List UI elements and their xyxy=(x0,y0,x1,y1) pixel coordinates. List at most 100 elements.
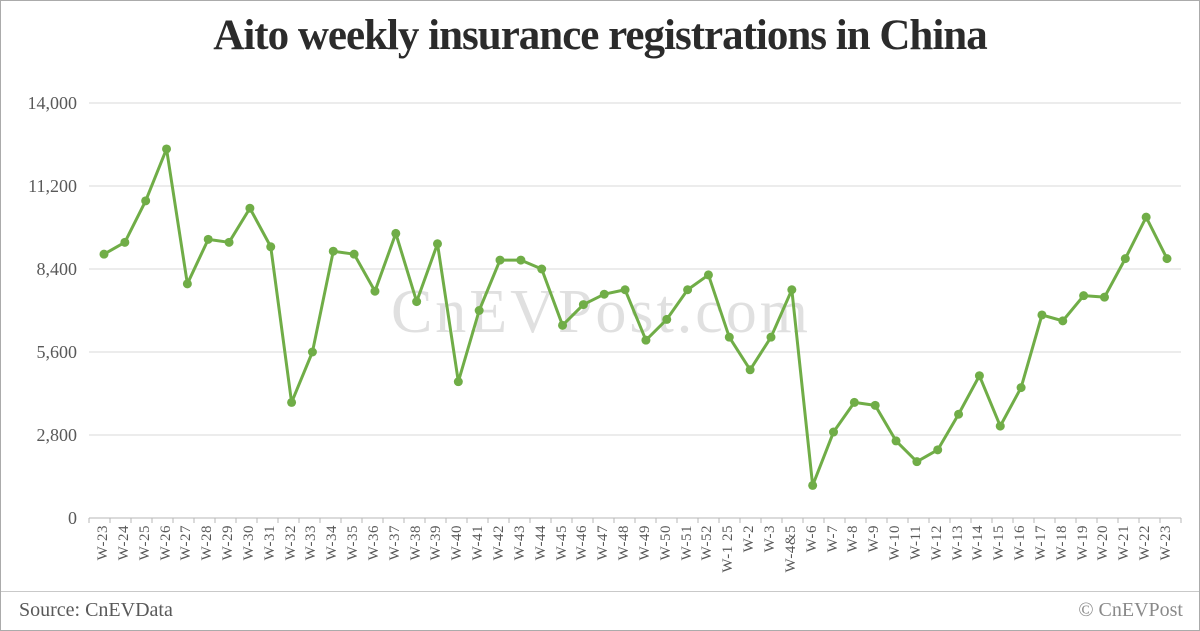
data-point xyxy=(933,445,943,455)
x-axis-label: W-22 xyxy=(1137,525,1154,561)
x-axis-label: W-3 xyxy=(761,525,778,553)
data-point xyxy=(99,249,109,259)
x-axis-label: W-36 xyxy=(365,525,382,561)
x-axis-label: W-13 xyxy=(949,525,966,561)
y-axis-label: 2,800 xyxy=(36,425,78,445)
data-point xyxy=(287,397,297,407)
series-polyline xyxy=(102,147,1169,487)
x-axis-label: W-32 xyxy=(282,525,299,561)
x-axis-label: W-39 xyxy=(428,525,445,561)
data-point xyxy=(641,335,651,345)
gridlines xyxy=(89,102,1181,436)
data-point xyxy=(787,285,797,295)
x-axis-label: W-18 xyxy=(1053,525,1070,561)
data-point xyxy=(1058,316,1068,326)
x-axis-label: W-51 xyxy=(678,525,695,561)
x-axis-label: W-40 xyxy=(449,525,466,561)
data-point xyxy=(849,397,859,407)
x-axis-label: W-7 xyxy=(824,525,841,553)
x-axis-label: W-30 xyxy=(240,525,257,561)
y-axis-label: 11,200 xyxy=(28,176,77,196)
x-axis-label: W-11 xyxy=(907,525,924,560)
data-point xyxy=(808,480,818,490)
data-point xyxy=(1037,310,1047,320)
x-axis-label: W-41 xyxy=(470,525,487,561)
data-point xyxy=(370,286,380,296)
data-point xyxy=(558,320,568,330)
data-point xyxy=(516,255,526,265)
data-point xyxy=(995,421,1005,431)
data-point xyxy=(620,285,630,295)
x-axis-label: W-34 xyxy=(324,525,341,561)
data-point xyxy=(182,279,192,289)
x-axis-label: W-6 xyxy=(803,525,820,553)
x-axis-label: W-23 xyxy=(95,525,111,561)
y-axis-label: 5,600 xyxy=(36,342,78,362)
x-axis-label: W-24 xyxy=(115,525,132,561)
data-point xyxy=(224,237,234,247)
copyright-label: © CnEVPost xyxy=(1078,599,1183,621)
data-point xyxy=(391,228,401,238)
data-point xyxy=(599,289,609,299)
x-axis-label: W-29 xyxy=(220,525,237,561)
data-point xyxy=(745,365,755,375)
data-point xyxy=(328,246,338,256)
data-point xyxy=(474,306,484,315)
x-axis-label: W-21 xyxy=(1116,525,1133,561)
data-point xyxy=(724,332,734,342)
data-point xyxy=(141,196,151,206)
data-point xyxy=(203,234,213,244)
data-point xyxy=(307,347,317,357)
x-axis-label: W-46 xyxy=(574,525,591,561)
x-axis-label: W-9 xyxy=(866,525,883,553)
watermark: CnEVPost.com xyxy=(390,278,812,346)
x-axis-label: W-50 xyxy=(657,525,674,561)
x-axis-label: W-44 xyxy=(532,525,549,561)
x-axis xyxy=(88,517,1182,523)
x-axis-label: W-28 xyxy=(199,525,216,561)
data-point xyxy=(829,427,839,437)
data-point xyxy=(662,314,672,324)
x-axis-label: W-19 xyxy=(1074,525,1091,561)
data-point xyxy=(432,239,442,249)
data-point xyxy=(453,377,463,387)
data-point xyxy=(683,285,693,295)
x-axis-label: W-45 xyxy=(553,525,570,561)
data-point xyxy=(974,371,984,381)
data-point xyxy=(1079,291,1089,301)
x-axis-label: W-47 xyxy=(595,525,612,561)
data-point xyxy=(495,255,505,265)
series-line xyxy=(99,144,1172,490)
x-axis-label: W-17 xyxy=(1032,525,1049,561)
x-axis-label: W-43 xyxy=(511,525,528,561)
data-point xyxy=(954,409,964,419)
data-point xyxy=(1141,212,1151,222)
x-axis-label: W-4&5 xyxy=(782,525,799,573)
data-point xyxy=(349,249,359,259)
footer-divider xyxy=(1,591,1199,592)
x-axis-label: W-26 xyxy=(157,525,174,561)
data-point xyxy=(412,297,422,307)
x-axis-label: W-48 xyxy=(616,525,633,561)
x-axis-label: W-35 xyxy=(345,525,362,561)
x-axis-label: W-8 xyxy=(845,525,862,553)
x-axis-label: W-33 xyxy=(303,525,320,561)
x-axis-label: W-42 xyxy=(491,525,508,561)
data-point xyxy=(1120,254,1130,264)
data-point xyxy=(912,457,922,467)
x-axis-label: W-52 xyxy=(699,525,716,561)
y-axis-label: 0 xyxy=(68,508,77,528)
data-point xyxy=(870,400,880,410)
data-point xyxy=(1099,292,1109,302)
x-axis-label: W-37 xyxy=(386,525,403,561)
x-axis-label: W-1 25 xyxy=(720,525,737,573)
x-axis-label: W-27 xyxy=(178,525,195,561)
data-point xyxy=(245,203,255,213)
data-point xyxy=(703,270,713,280)
data-point xyxy=(891,436,901,446)
data-point xyxy=(537,264,547,274)
x-axis-label: W-31 xyxy=(261,525,278,561)
